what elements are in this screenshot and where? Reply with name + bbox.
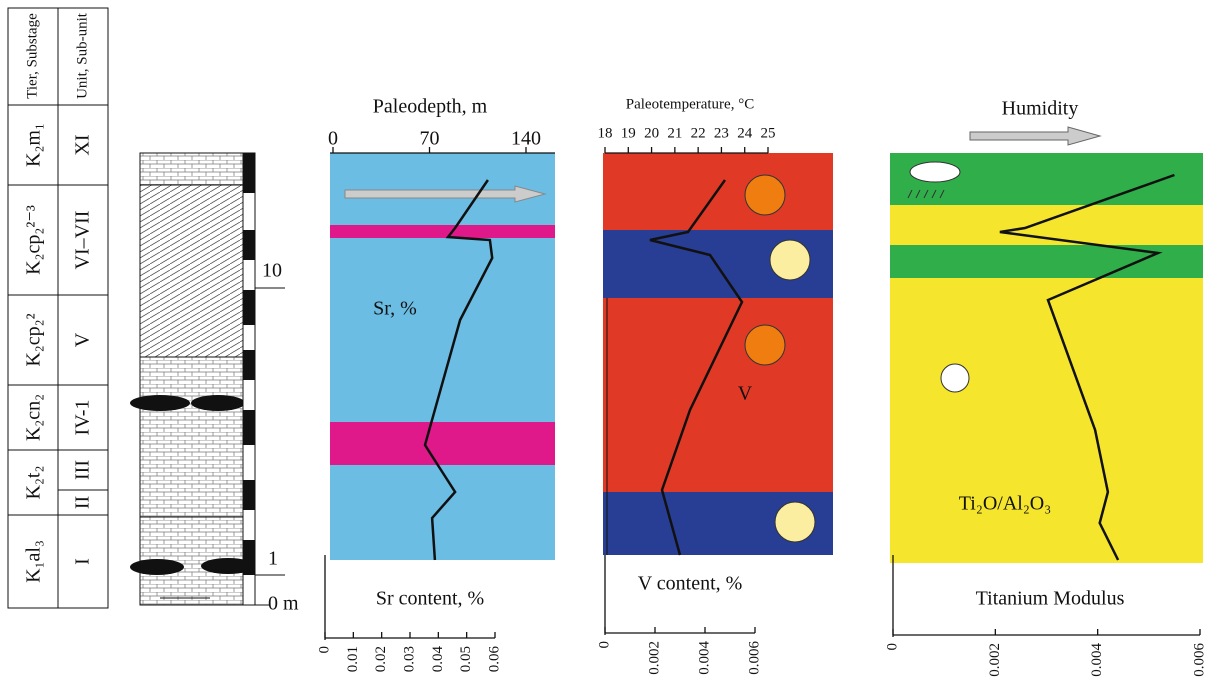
sun-icon	[941, 364, 969, 392]
tier-label: K₂cn₂	[23, 394, 45, 441]
cloud-icon	[910, 162, 960, 182]
top-axis-title: Paleodepth, m	[373, 96, 488, 118]
tier-label: K₂cp₂²⁻³	[23, 205, 45, 275]
scale-label: 1	[268, 548, 278, 570]
unit-label: III	[72, 460, 94, 480]
x-tick-label: 0.002	[987, 643, 1003, 677]
band	[330, 153, 555, 560]
concretion	[130, 559, 184, 575]
unit-label: VI–VII	[72, 211, 94, 270]
scale-label: 10	[262, 260, 282, 282]
top-tick-label: 22	[691, 125, 706, 141]
x-tick-label: 0	[316, 646, 332, 654]
x-tick-label: 0.006	[746, 641, 762, 675]
x-tick-label: 0.004	[1089, 643, 1105, 677]
unit-label: II	[72, 496, 94, 509]
x-tick-label: 0.002	[646, 641, 662, 675]
band	[890, 245, 1203, 278]
concretion	[130, 395, 190, 411]
humidity-arrow	[970, 127, 1100, 145]
x-tick-label: 0.004	[696, 641, 712, 675]
annotation: V	[738, 383, 753, 405]
x-axis-title: V content, %	[638, 573, 743, 595]
top-tick-label: 25	[761, 125, 776, 141]
stratigraphic-column	[8, 8, 285, 608]
unit-label: I	[72, 558, 94, 565]
top-tick-label: 23	[714, 125, 729, 141]
x-tick-label: 0.01	[345, 646, 361, 672]
top-axis-title: Humidity	[1002, 98, 1079, 120]
x-tick-label: 0.02	[373, 646, 389, 672]
tier-label: K₂t₂	[23, 466, 45, 500]
top-axis-title: Paleotemperature, °C	[626, 96, 754, 112]
top-tick-label: 70	[420, 128, 440, 150]
header: Tier, Substage	[24, 13, 40, 99]
bands	[330, 127, 1203, 563]
top-tick-label: 21	[667, 125, 682, 141]
top-tick-label: 19	[621, 125, 636, 141]
tier-label: K₂cp₂²	[23, 313, 45, 366]
x-tick-label: 0.006	[1191, 643, 1207, 677]
layer	[140, 357, 243, 517]
annotation: Ti₂O/Al₂O₃	[959, 493, 1051, 515]
top-tick-label: 24	[737, 125, 753, 141]
header: Unit, Sub-unit	[74, 12, 90, 99]
band	[330, 422, 555, 465]
x-tick-label: 0.06	[486, 646, 502, 673]
unit-label: IV-1	[72, 400, 94, 436]
tier-label: K₁al₃	[23, 540, 45, 583]
x-axis-title: Sr content, %	[376, 588, 484, 610]
unit-label: V	[72, 332, 94, 347]
annotation: Sr, %	[373, 298, 417, 320]
top-tick-label: 20	[644, 125, 659, 141]
x-axis-title: Titanium Modulus	[976, 588, 1125, 610]
sun-icon	[745, 325, 785, 365]
sun-icon	[775, 502, 815, 542]
unit-label: XI	[72, 134, 94, 155]
x-tick-label: 0	[596, 641, 612, 649]
sun-icon	[745, 175, 785, 215]
layer	[140, 185, 243, 357]
concretion	[191, 395, 245, 411]
scale-label: 0 m	[268, 593, 299, 615]
x-tick-label: 0.04	[430, 646, 446, 673]
x-tick-label: 0.03	[401, 646, 417, 672]
top-tick-label: 140	[511, 128, 541, 150]
figure: Tier, Substage Unit, Sub-unit K₂m₁ XI K₂cp₂²…	[0, 0, 1217, 691]
band	[330, 225, 555, 238]
sun-icon	[770, 240, 810, 280]
x-tick-label: 0.05	[458, 646, 474, 672]
x-tick-label: 0	[884, 643, 900, 651]
top-tick-label: 18	[598, 125, 613, 141]
tier-label: K₂m₁	[23, 123, 45, 167]
top-tick-label: 0	[328, 128, 338, 150]
